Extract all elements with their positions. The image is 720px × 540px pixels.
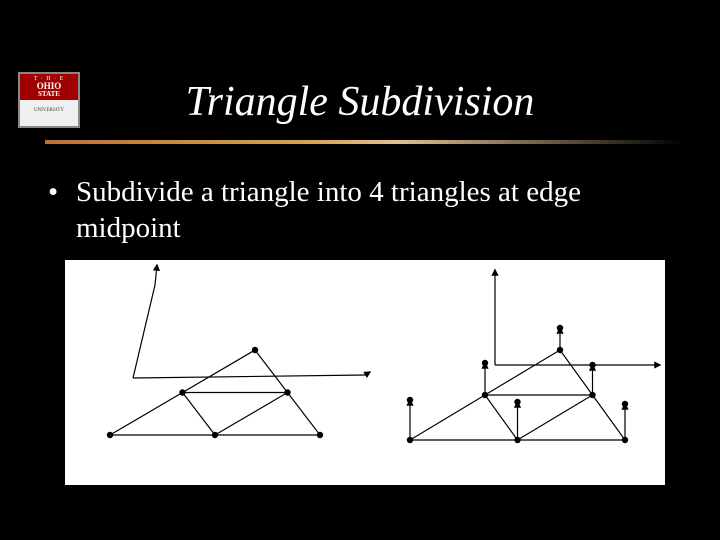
bullet-text: Subdivide a triangle into 4 triangles at… (76, 174, 678, 247)
bullet-row: • Subdivide a triangle into 4 triangles … (48, 174, 678, 247)
subdivision-diagram (65, 260, 665, 485)
slide-title: Triangle Subdivision (0, 78, 720, 126)
title-underline (45, 140, 685, 144)
figure-panel (65, 260, 665, 485)
right-subfigure (407, 270, 660, 443)
left-subfigure (107, 265, 370, 438)
bullet-marker: • (48, 174, 76, 247)
